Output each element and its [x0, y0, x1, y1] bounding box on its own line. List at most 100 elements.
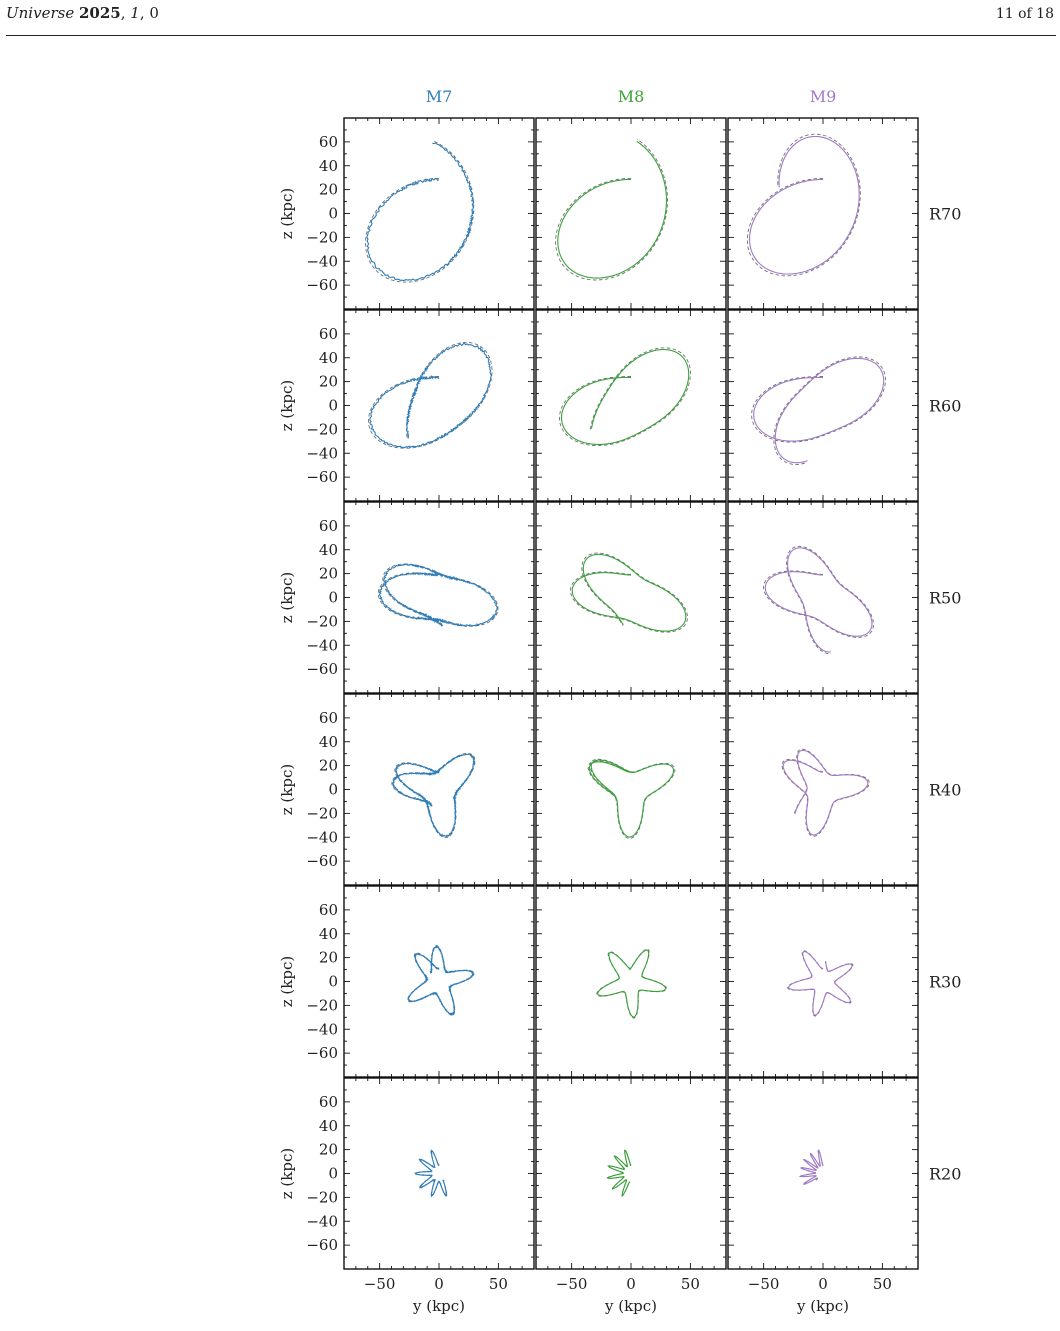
- simulated-orbit: [597, 949, 667, 1018]
- panel-frame: [535, 1077, 727, 1270]
- axis-ticks: [536, 694, 726, 885]
- labels-layer: −60 −40 −20 0 20 40 60 z (kpc) R70 −60 −40 −20 0 20 40…: [278, 87, 961, 1315]
- y-tick-label: −20: [306, 996, 338, 1014]
- y-axis-label: z (kpc): [278, 1148, 296, 1199]
- panel-m7-r60: [343, 309, 535, 502]
- panel-frame: [535, 885, 727, 1078]
- y-tick-label: 40: [319, 925, 338, 943]
- column-title-m7: M7: [426, 87, 453, 106]
- y-tick-label: 0: [328, 205, 338, 223]
- y-tick-label: 60: [319, 325, 338, 343]
- header-rule: [6, 35, 1056, 36]
- reference-orbit-dashed: [746, 133, 861, 277]
- axis-ticks: [344, 310, 534, 501]
- simulated-orbit: [782, 749, 869, 836]
- simulated-orbit: [366, 142, 475, 282]
- panel-frame: [727, 1077, 919, 1270]
- y-axis-label: z (kpc): [278, 956, 296, 1007]
- panel-m9-r20: [727, 1077, 919, 1270]
- y-tick-label: −60: [306, 852, 338, 870]
- reference-orbit-dashed: [558, 347, 691, 447]
- axis-ticks: [536, 886, 726, 1077]
- x-tick-label: 50: [681, 1275, 700, 1293]
- reference-orbit-dashed: [555, 138, 668, 281]
- row-label-r50: R50: [929, 589, 961, 608]
- x-tick-label: 50: [489, 1275, 508, 1293]
- axis-ticks: [728, 886, 918, 1077]
- panel-frame: [535, 501, 727, 694]
- journal-volume: 1: [130, 4, 140, 22]
- simulated-orbit: [557, 140, 668, 279]
- axis-ticks: [728, 694, 918, 885]
- row-label-r40: R40: [929, 781, 961, 800]
- reference-orbit-dashed: [596, 948, 668, 1019]
- panel-m9-r30: [727, 885, 919, 1078]
- y-axis-label: z (kpc): [278, 764, 296, 815]
- axis-ticks: [344, 118, 534, 309]
- page-header: Universe 2025, 1, 0 11 of 18: [0, 0, 1060, 38]
- panel-m7-r30: [343, 885, 535, 1078]
- y-tick-label: 0: [328, 397, 338, 415]
- y-tick-label: 0: [328, 781, 338, 799]
- journal-year: 2025: [78, 4, 121, 22]
- y-tick-label: −60: [306, 468, 338, 486]
- simulated-orbit: [378, 563, 498, 628]
- simulated-orbit: [560, 348, 690, 445]
- y-tick-label: 60: [319, 1093, 338, 1111]
- panel-frame: [343, 885, 535, 1078]
- y-tick-label: 20: [319, 565, 338, 583]
- axis-ticks: [728, 310, 918, 501]
- y-tick-label: −60: [306, 276, 338, 294]
- axis-ticks: [536, 310, 726, 501]
- y-tick-label: −40: [306, 1212, 338, 1230]
- panel-m8-r60: [535, 309, 727, 502]
- y-axis-label: z (kpc): [278, 380, 296, 431]
- simulated-orbit: [369, 343, 492, 449]
- x-tick-label: 0: [434, 1275, 444, 1293]
- panel-frame: [535, 693, 727, 886]
- simulated-orbit: [748, 135, 860, 275]
- axis-ticks: [728, 1078, 918, 1269]
- row-label-r30: R30: [929, 973, 961, 992]
- axis-ticks: [536, 502, 726, 693]
- panel-frame: [727, 693, 919, 886]
- y-tick-label: 20: [319, 949, 338, 967]
- y-tick-label: −20: [306, 804, 338, 822]
- row-label-r20: R20: [929, 1165, 961, 1184]
- x-axis-label: y (kpc): [604, 1297, 657, 1315]
- panel-m8-r50: [535, 501, 727, 694]
- y-tick-label: 0: [328, 589, 338, 607]
- y-tick-label: 0: [328, 1165, 338, 1183]
- panel-m9-r40: [727, 693, 919, 886]
- panel-m8-r70: [535, 117, 727, 310]
- simulated-orbit: [788, 951, 853, 1016]
- article-number: 0: [149, 4, 159, 22]
- axis-ticks: [536, 1078, 726, 1269]
- y-tick-label: 40: [319, 541, 338, 559]
- x-tick-label: −50: [556, 1275, 588, 1293]
- y-tick-label: −40: [306, 444, 338, 462]
- y-tick-label: 40: [319, 349, 338, 367]
- simulated-orbit: [764, 547, 873, 653]
- x-tick-label: 0: [818, 1275, 828, 1293]
- y-tick-label: 0: [328, 973, 338, 991]
- y-tick-label: 40: [319, 1117, 338, 1135]
- y-tick-label: −40: [306, 636, 338, 654]
- simulated-orbit: [607, 1149, 632, 1196]
- y-tick-label: 20: [319, 373, 338, 391]
- reference-orbit-dashed: [365, 140, 475, 283]
- panel-frame: [343, 693, 535, 886]
- reference-orbit-dashed: [587, 758, 676, 839]
- panel-m7-r40: [343, 693, 535, 886]
- journal-name: Universe: [6, 4, 75, 22]
- y-tick-label: −20: [306, 612, 338, 630]
- y-tick-label: −20: [306, 228, 338, 246]
- reference-orbit-dashed: [751, 356, 886, 465]
- y-tick-label: −40: [306, 252, 338, 270]
- y-tick-label: 40: [319, 157, 338, 175]
- axis-ticks: [728, 118, 918, 309]
- x-axis-label: y (kpc): [412, 1297, 465, 1315]
- y-tick-label: −40: [306, 1020, 338, 1038]
- panel-frame: [727, 309, 919, 502]
